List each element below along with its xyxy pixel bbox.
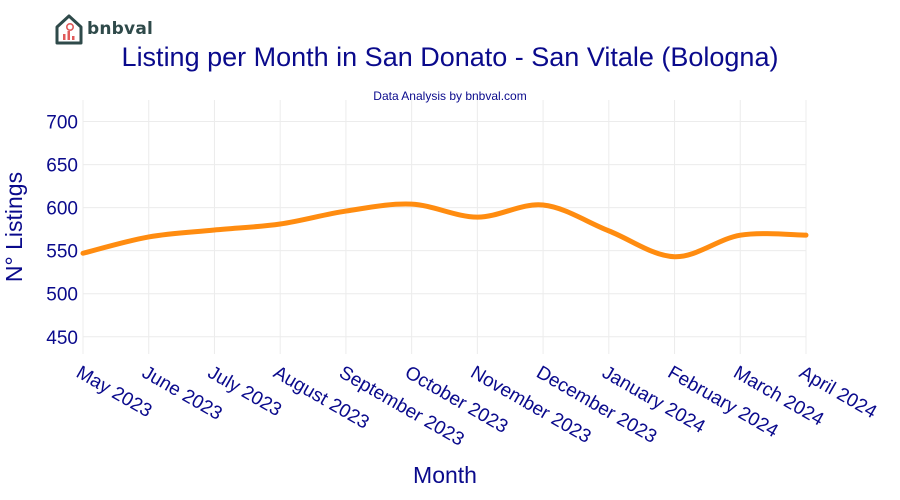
x-tick-label: February 2024 xyxy=(664,362,782,442)
chart-subtitle: Data Analysis by bnbval.com xyxy=(373,89,527,103)
y-tick-label: 450 xyxy=(46,328,78,349)
brand-name: bnbval xyxy=(87,19,154,39)
house-logo-icon xyxy=(55,14,83,45)
chart-title: Listing per Month in San Donato - San Vi… xyxy=(121,42,779,72)
y-axis-label: N° Listings xyxy=(1,172,27,282)
series-line xyxy=(80,201,809,260)
y-tick-label: 650 xyxy=(46,156,78,177)
x-axis-label: Month xyxy=(413,462,477,488)
y-tick-label: 700 xyxy=(46,113,78,134)
y-tick-label: 600 xyxy=(46,199,78,220)
y-tick-label: 550 xyxy=(46,242,78,263)
brand-logo: bnbval xyxy=(54,12,153,46)
y-tick-label: 500 xyxy=(46,285,78,306)
